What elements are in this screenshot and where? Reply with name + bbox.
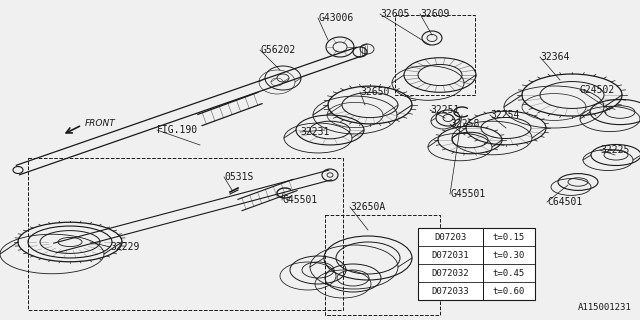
Bar [28,158,343,310]
Text: t=0.15: t=0.15 [493,233,525,242]
Text: 32609: 32609 [420,9,449,19]
Bar [395,15,475,95]
Text: 32605: 32605 [380,9,410,19]
Text: 32251: 32251 [430,105,460,115]
Text: 32229: 32229 [110,242,140,252]
Text: G24502: G24502 [580,85,615,95]
Text: 32258: 32258 [450,119,479,129]
Text: G43006: G43006 [318,13,353,23]
Text: FRONT: FRONT [85,118,116,127]
Text: 32254: 32254 [490,110,520,120]
Text: C64501: C64501 [547,197,582,207]
Text: t=0.60: t=0.60 [493,286,525,295]
Text: D07203: D07203 [435,233,467,242]
Bar [325,215,440,315]
Text: D072031: D072031 [432,251,469,260]
Text: 32231: 32231 [300,127,330,137]
Text: 0531S: 0531S [224,172,253,182]
Text: 32225: 32225 [600,145,629,155]
Text: t=0.30: t=0.30 [493,251,525,260]
Text: G45501: G45501 [282,195,317,205]
Text: D072033: D072033 [432,286,469,295]
Text: 32650A: 32650A [350,202,385,212]
Text: G45501: G45501 [450,189,485,199]
Text: t=0.45: t=0.45 [493,268,525,277]
Text: 32364: 32364 [540,52,570,62]
Text: 32650: 32650 [360,87,389,97]
Text: D072032: D072032 [432,268,469,277]
Bar [418,228,535,300]
Text: G56202: G56202 [260,45,295,55]
Text: A115001231: A115001231 [579,303,632,312]
Text: FIG.190: FIG.190 [157,125,198,135]
